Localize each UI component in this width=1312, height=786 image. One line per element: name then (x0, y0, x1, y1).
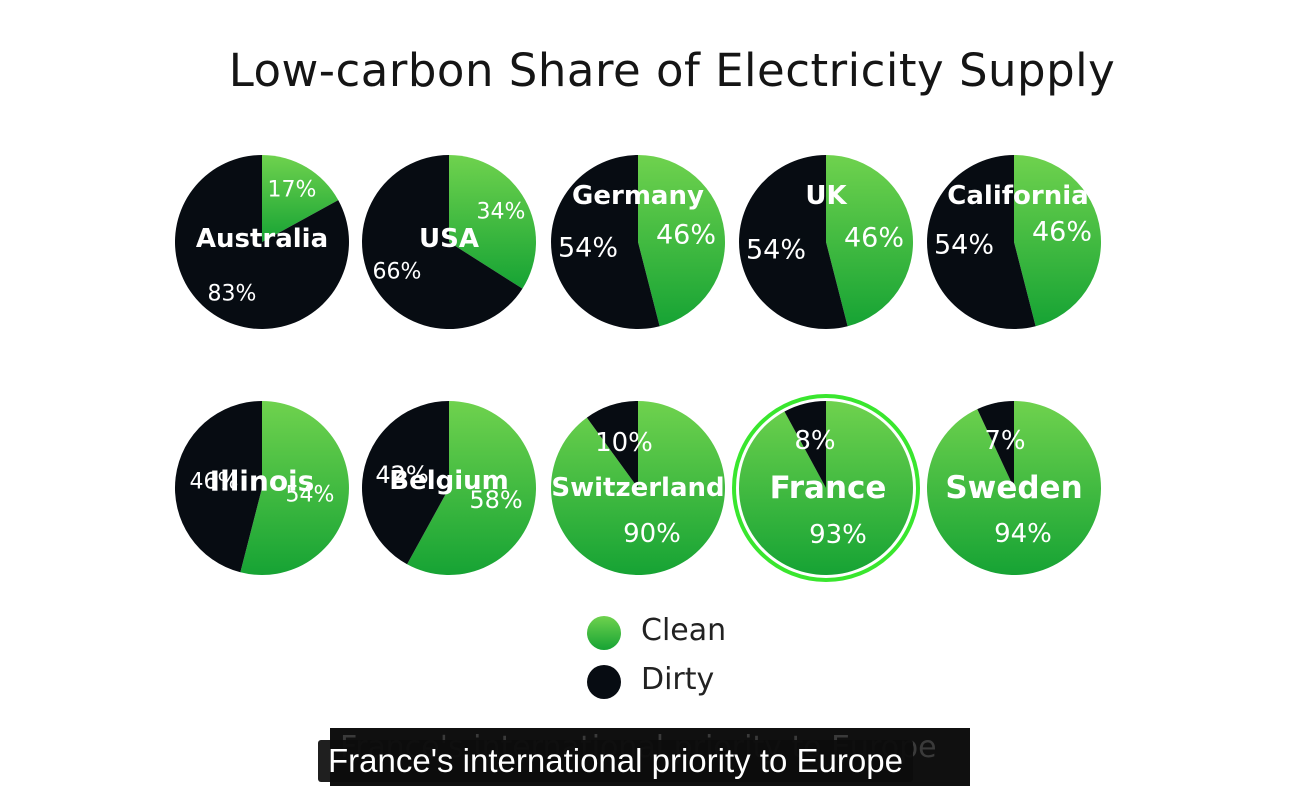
slice-dirty-switzerland (586, 401, 638, 488)
pie-clean-label-uk: 46% (844, 223, 904, 254)
pie-clean-label-france: 93% (809, 520, 867, 550)
slice-dirty-uk (739, 155, 848, 329)
pie-france: 93% 8% France (732, 394, 920, 582)
pie-clean-label-australia: 17% (268, 178, 317, 203)
pie-belgium: 58% 42%Belgium (362, 401, 537, 575)
legend-swatch-dirty (587, 665, 621, 699)
pie-dirty-label-illinois: 46% (190, 470, 239, 495)
slice-clean-switzerland (551, 400, 726, 575)
slice-dirty-sweden (977, 401, 1014, 488)
pie-dirty-label-france: 8% (794, 426, 835, 456)
legend-swatch-clean (587, 616, 621, 650)
slice-clean-germany (638, 155, 726, 327)
pie-clean-label-usa: 34% (477, 200, 526, 225)
pie-name-label-switzerland: Switzerland (551, 473, 724, 503)
pie-clean-label-illinois: 54% (286, 483, 335, 508)
slice-clean-belgium (407, 401, 537, 575)
slice-clean-usa (449, 155, 537, 289)
pie-clean-label-california: 46% (1032, 217, 1092, 248)
slice-dirty-usa (362, 155, 523, 329)
highlight-ring-france (732, 394, 920, 582)
slice-dirty-belgium (362, 401, 449, 565)
slice-dirty-california (927, 155, 1036, 329)
pie-clean-label-belgium: 58% (469, 486, 522, 514)
pie-clean-label-switzerland: 90% (623, 519, 681, 549)
pie-illinois: 54% 46%Illinois (174, 400, 349, 575)
pie-dirty-label-usa: 66% (373, 260, 422, 285)
pie-name-label-usa: USA (419, 224, 479, 254)
legend-label-clean: Clean (641, 613, 727, 648)
slice-clean-france (738, 401, 913, 575)
pie-name-label-uk: UK (805, 181, 847, 211)
slice-dirty-germany (551, 155, 660, 329)
pie-dirty-label-sweden: 7% (984, 426, 1025, 456)
pie-uk: 46% 54% UK (739, 155, 914, 329)
pie-name-label-france: France (770, 470, 887, 506)
pie-dirty-label-belgium: 42% (375, 461, 428, 489)
slice-clean-illinois (240, 401, 349, 575)
pie-name-label-california: California (947, 181, 1088, 211)
slice-dirty-illinois (174, 400, 262, 573)
pie-switzerland: 90% 10% Switzerland (551, 400, 726, 575)
pie-name-label-belgium: Belgium (389, 466, 509, 496)
pie-dirty-label-australia: 83% (208, 282, 257, 307)
legend-label-dirty: Dirty (641, 662, 715, 697)
slice-dirty-australia (174, 155, 349, 329)
pie-california: 46% 54% California (927, 155, 1102, 329)
slice-clean-california (1014, 155, 1102, 327)
pie-dirty-label-germany: 54% (558, 233, 618, 264)
pie-australia: 17% 83% Australia (174, 155, 349, 329)
pie-germany: 46% 54% Germany (551, 155, 726, 329)
chart-title: Low-carbon Share of Electricity Supply (228, 44, 1116, 97)
pie-dirty-label-california: 54% (934, 230, 994, 261)
pie-name-label-australia: Australia (196, 224, 328, 254)
pie-clean-label-sweden: 94% (994, 519, 1052, 549)
subtitle-caption: France's international priority to Europ… (318, 740, 913, 782)
pie-dirty-label-switzerland: 10% (595, 428, 653, 458)
pie-name-label-illinois: Illinois (210, 465, 315, 498)
highlight-inner-ring-france (736, 398, 916, 578)
slice-clean-australia (262, 155, 339, 242)
slice-clean-sweden (927, 401, 1102, 575)
pie-name-label-sweden: Sweden (945, 470, 1082, 506)
pie-name-label-germany: Germany (572, 181, 704, 211)
pie-clean-label-germany: 46% (656, 220, 716, 251)
slice-dirty-france (784, 401, 826, 488)
pie-dirty-label-uk: 54% (746, 235, 806, 266)
subtitle-text: France's international priority to Europ… (328, 742, 903, 779)
pie-sweden: 94% 7% Sweden (927, 401, 1102, 575)
slice-clean-uk (826, 155, 914, 327)
pie-usa: 34% 66% USA (362, 155, 537, 329)
